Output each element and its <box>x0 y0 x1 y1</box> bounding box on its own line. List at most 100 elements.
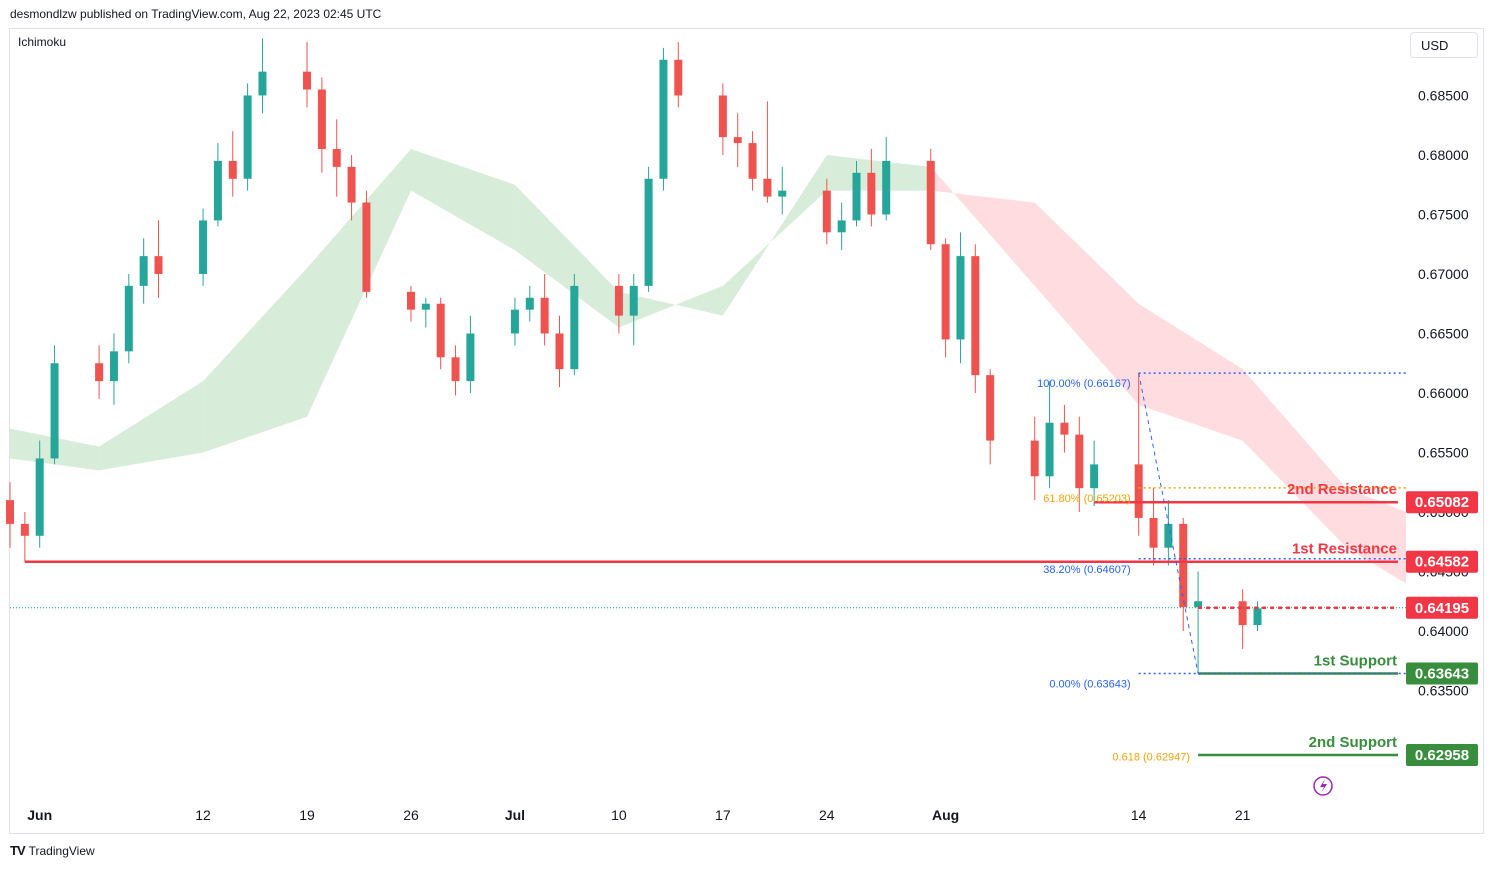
candle <box>748 131 757 191</box>
candle <box>303 41 312 108</box>
candle <box>570 273 579 376</box>
candle <box>614 273 623 334</box>
fib-level-label: 100.00% (0.66167) <box>1037 378 1131 390</box>
candle <box>778 166 787 215</box>
candle-body <box>956 256 965 340</box>
tradingview-logo: TV <box>10 843 26 858</box>
candle-body <box>124 285 133 352</box>
candle-body <box>421 303 430 310</box>
candle <box>1075 416 1084 512</box>
candle <box>525 285 534 322</box>
price-tag-text: 0.62958 <box>1415 747 1469 764</box>
level-name: 2nd Resistance <box>1287 481 1397 498</box>
x-axis: Jun 12 19 26 Jul 10 17 24 Aug 14 21 <box>27 807 1250 823</box>
cloud-segment <box>618 285 723 328</box>
candle <box>1194 571 1203 674</box>
cloud-segment <box>307 149 411 417</box>
candle-body <box>629 285 638 316</box>
price-labels: 0.65082 0.64582 0.63643 0.62958 0.64195 <box>1406 491 1478 767</box>
candle-body <box>837 220 846 233</box>
candle <box>199 208 208 286</box>
candle-body <box>436 303 445 358</box>
candle <box>1030 416 1039 501</box>
candle-body <box>644 178 653 286</box>
candle <box>421 297 430 328</box>
alert-icon[interactable] <box>1313 776 1333 796</box>
candle-body <box>317 89 326 150</box>
candle-body <box>525 297 534 310</box>
candle <box>50 345 59 465</box>
footer-brand: TV TradingView <box>10 843 95 858</box>
candles <box>6 38 1262 674</box>
fib-extension-label: 0.618 (0.62947) <box>1112 751 1190 763</box>
candle <box>406 285 415 322</box>
x-tick-label: Aug <box>932 807 959 823</box>
cloud-segment <box>99 381 204 471</box>
cloud-segment <box>1346 488 1406 584</box>
candle-body <box>510 309 519 334</box>
candle-body <box>570 285 579 370</box>
candle <box>1090 440 1099 507</box>
candle-body <box>109 351 118 382</box>
level-name: 1st Support <box>1314 652 1397 669</box>
level-name: 2nd Support <box>1309 734 1397 751</box>
candle <box>124 273 133 364</box>
candle-body <box>213 160 222 221</box>
candle-body <box>659 59 668 179</box>
candle <box>822 178 831 245</box>
fib-level-label: 61.80% (0.65203) <box>1043 493 1130 505</box>
levels: 2nd Resistance 1st Resistance 1st Support 2… <box>10 481 1406 757</box>
candle <box>644 166 653 292</box>
candle-body <box>95 363 104 382</box>
candle-body <box>1090 464 1099 489</box>
price-tag: 0.62958 <box>1406 744 1478 767</box>
x-tick-label: 12 <box>195 807 211 823</box>
candle-body <box>1179 523 1188 608</box>
currency-button[interactable]: USD <box>1410 32 1478 58</box>
cloud-segment <box>203 268 308 453</box>
candle-body <box>243 95 252 179</box>
candle <box>228 131 237 197</box>
price-tag-text: 0.64582 <box>1415 554 1469 571</box>
candle <box>986 369 995 465</box>
candle <box>867 149 876 227</box>
candle <box>317 77 326 173</box>
candle-body <box>199 220 208 274</box>
candle <box>243 83 252 191</box>
candle-body <box>1149 517 1158 548</box>
candle-body <box>941 244 950 340</box>
chart-frame <box>9 28 1484 834</box>
candle <box>674 41 683 108</box>
candle-body <box>139 256 148 286</box>
price-tag: 0.63643 <box>1406 662 1478 685</box>
candle-body <box>1194 601 1203 608</box>
candle <box>1238 589 1247 649</box>
candle <box>941 238 950 358</box>
candle <box>213 143 222 227</box>
candle <box>35 440 44 548</box>
indicator-label[interactable]: Ichimoku <box>18 35 67 49</box>
candle-body <box>451 357 460 382</box>
candle-body <box>763 178 772 197</box>
price-tag-bg <box>1406 744 1478 767</box>
cloud-segment <box>1242 369 1347 548</box>
price-tag: 0.64195 <box>1406 596 1478 619</box>
candle <box>1149 488 1158 566</box>
candle-body <box>867 172 876 215</box>
price-tag-bg <box>1406 491 1478 514</box>
candle <box>347 154 356 221</box>
candle-body <box>228 160 237 179</box>
candle-body <box>882 160 891 215</box>
candle-body <box>986 375 995 441</box>
fib-level-label: 0.00% (0.63643) <box>1049 678 1130 690</box>
candle <box>95 345 104 399</box>
price-tag-text: 0.64195 <box>1415 600 1469 617</box>
price-tag-bg <box>1406 596 1478 619</box>
candle-body <box>614 285 623 316</box>
x-tick-label: 19 <box>299 807 315 823</box>
cloud-segment <box>1138 303 1243 441</box>
candle-body <box>258 71 267 96</box>
candle <box>733 113 742 167</box>
cloud-segment <box>722 154 827 316</box>
